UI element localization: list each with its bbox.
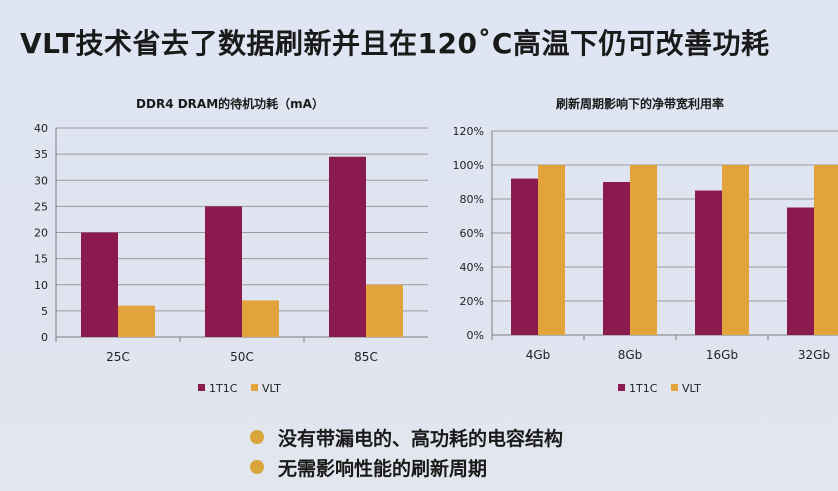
y-tick-label: 35	[34, 148, 48, 161]
chart-title: DDR4 DRAM的待机功耗（mA）	[136, 96, 324, 111]
legend-label: VLT	[682, 382, 701, 395]
x-tick-label: 4Gb	[526, 348, 551, 362]
bar-vlt	[722, 165, 749, 335]
legend-label: 1T1C	[209, 382, 238, 395]
bullet-text: 无需影响性能的刷新周期	[278, 457, 488, 480]
slide-title: VLT技术省去了数据刷新并且在120˚C高温下仍可改善功耗	[20, 27, 770, 60]
y-tick-label: 60%	[460, 227, 484, 240]
x-tick-label: 25C	[106, 350, 130, 364]
y-tick-label: 0	[41, 331, 48, 344]
bandwidth-utilization-chart: 刷新周期影响下的净带宽利用率 0% 20% 40% 60% 80% 100% 120% 4Gb 8…	[440, 86, 838, 416]
bar-vlt	[538, 165, 565, 335]
bar-1t1c	[511, 178, 538, 335]
bar-1t1c	[329, 156, 366, 337]
y-tick-label: 15	[34, 253, 48, 266]
y-tick-label: 100%	[453, 159, 484, 172]
y-tick-label: 5	[41, 305, 48, 318]
y-tick-label: 30	[34, 174, 48, 187]
y-tick-label: 10	[34, 279, 48, 292]
bullet-item: 没有带漏电的、高功耗的电容结构	[250, 422, 563, 452]
bar-vlt	[366, 284, 403, 337]
x-tick-label: 50C	[230, 350, 254, 364]
legend-swatch	[618, 384, 625, 391]
bar-vlt	[118, 305, 155, 337]
x-tick-label: 8Gb	[618, 348, 643, 362]
bullet-item: 无需影响性能的刷新周期	[250, 452, 563, 482]
y-tick-label: 20%	[460, 295, 484, 308]
bar-1t1c	[603, 182, 630, 335]
y-tick-label: 40	[34, 122, 48, 135]
bar-1t1c	[787, 207, 814, 335]
bar-vlt	[630, 165, 657, 335]
bullet-list: 没有带漏电的、高功耗的电容结构 无需影响性能的刷新周期	[250, 422, 563, 482]
bar-1t1c	[81, 232, 118, 337]
y-tick-label: 80%	[460, 193, 484, 206]
legend-swatch	[198, 384, 205, 391]
legend-label: 1T1C	[629, 382, 658, 395]
x-tick-label: 32Gb	[798, 348, 830, 362]
bullet-dot-icon	[250, 460, 264, 474]
bar-vlt	[242, 300, 279, 337]
legend-swatch	[671, 384, 678, 391]
chart-title: 刷新周期影响下的净带宽利用率	[556, 96, 724, 111]
y-tick-label: 0%	[467, 329, 484, 342]
x-tick-label: 16Gb	[706, 348, 738, 362]
bar-1t1c	[695, 190, 722, 335]
standby-power-chart: DDR4 DRAM的待机功耗（mA） 0 5 10 15 20 25 30 35 40 25C 50C…	[0, 86, 440, 416]
legend-swatch	[251, 384, 258, 391]
y-tick-label: 20	[34, 227, 48, 240]
y-tick-label: 40%	[460, 261, 484, 274]
bar-vlt	[814, 165, 838, 335]
y-tick-label: 120%	[453, 125, 484, 138]
bar-1t1c	[205, 206, 242, 337]
bullet-text: 没有带漏电的、高功耗的电容结构	[278, 427, 564, 450]
legend-label: VLT	[262, 382, 281, 395]
y-tick-label: 25	[34, 200, 48, 213]
bullet-dot-icon	[250, 430, 264, 444]
x-tick-label: 85C	[354, 350, 378, 364]
